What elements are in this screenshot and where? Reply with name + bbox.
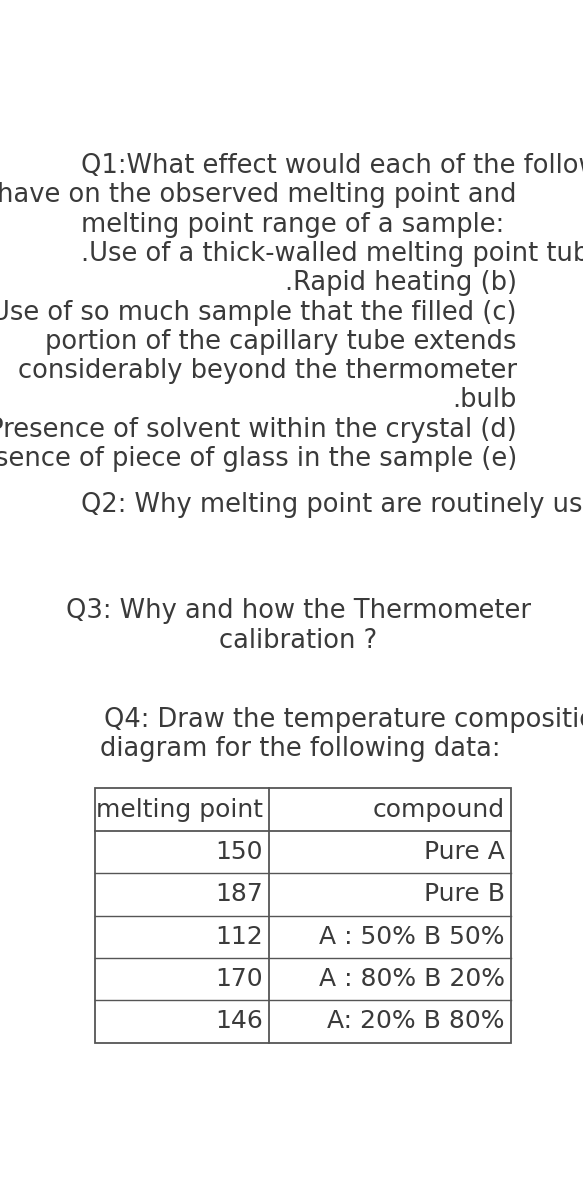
Text: Q1:What effect would each of the following: Q1:What effect would each of the followi…: [80, 154, 583, 179]
Text: Presence of piece of glass in the sample (e): Presence of piece of glass in the sample…: [0, 446, 517, 472]
Text: melting point range of a sample:: melting point range of a sample:: [80, 211, 504, 238]
Text: A : 80% B 20%: A : 80% B 20%: [318, 967, 504, 991]
Bar: [94, 788, 511, 1043]
Text: considerably beyond the thermometer: considerably beyond the thermometer: [18, 358, 517, 384]
Text: 170: 170: [216, 967, 263, 991]
Text: 112: 112: [216, 925, 263, 949]
Text: Pure A: Pure A: [424, 840, 504, 864]
Text: A : 50% B 50%: A : 50% B 50%: [319, 925, 504, 949]
Text: Q4: Draw the temperature composition: Q4: Draw the temperature composition: [104, 707, 583, 733]
Text: Q2: Why melting point are routinely used ?: Q2: Why melting point are routinely used…: [80, 492, 583, 518]
Text: 187: 187: [216, 882, 263, 906]
Text: 150: 150: [216, 840, 263, 864]
Text: compound: compound: [373, 798, 504, 822]
Text: melting point: melting point: [96, 798, 263, 822]
Text: .Rapid heating (b): .Rapid heating (b): [285, 270, 517, 296]
Text: .Presence of solvent within the crystal (d): .Presence of solvent within the crystal …: [0, 416, 517, 443]
Text: Use of so much sample that the filled (c): Use of so much sample that the filled (c…: [0, 300, 517, 325]
Text: have on the observed melting point and: have on the observed melting point and: [0, 182, 517, 209]
Text: .Use of a thick-walled melting point tube (a): .Use of a thick-walled melting point tub…: [80, 241, 583, 268]
Text: Pure B: Pure B: [424, 882, 504, 906]
Text: .bulb: .bulb: [452, 388, 517, 413]
Text: A: 20% B 80%: A: 20% B 80%: [327, 1009, 504, 1033]
Text: Q3: Why and how the Thermometer: Q3: Why and how the Thermometer: [66, 599, 531, 624]
Text: portion of the capillary tube extends: portion of the capillary tube extends: [45, 329, 517, 355]
Text: calibration ?: calibration ?: [219, 628, 377, 654]
Text: diagram for the following data:: diagram for the following data:: [100, 736, 500, 762]
Text: 146: 146: [215, 1009, 263, 1033]
